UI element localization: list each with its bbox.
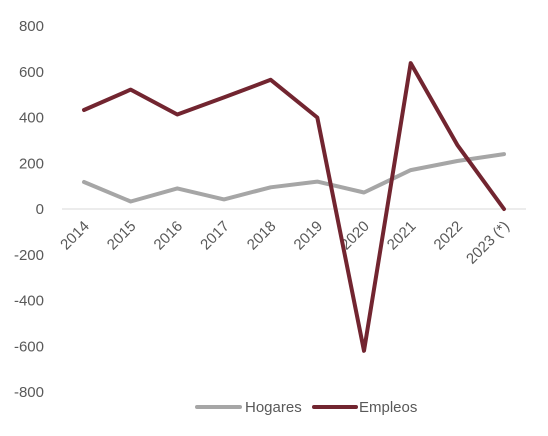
x-tick-label: 2019 <box>291 218 327 254</box>
y-tick-label: -600 <box>14 338 44 355</box>
x-tick-label: 2015 <box>104 218 140 254</box>
series-line-hogares <box>82 152 506 204</box>
x-tick-label: 2016 <box>151 218 187 254</box>
series-lines <box>82 61 506 353</box>
x-tick-label: 2023 (*) <box>463 218 513 268</box>
y-tick-label: -400 <box>14 293 44 310</box>
y-tick-label: 0 <box>36 201 44 218</box>
y-tick-label: -800 <box>14 384 44 401</box>
x-tick-label: 2018 <box>244 218 280 254</box>
y-tick-label: 800 <box>19 18 44 35</box>
legend-label-empleos: Empleos <box>359 399 417 416</box>
x-tick-label: 2021 <box>384 218 420 254</box>
legend-label-hogares: Hogares <box>245 399 302 416</box>
y-tick-label: 600 <box>19 64 44 81</box>
y-tick-label: -200 <box>14 247 44 264</box>
x-tick-label: 2022 <box>431 218 467 254</box>
series-line-empleos <box>82 61 506 353</box>
legend: Hogares Empleos <box>195 399 417 416</box>
x-tick-label: 2014 <box>57 218 93 254</box>
x-tick-label: 2017 <box>197 218 233 254</box>
y-tick-label: 200 <box>19 155 44 172</box>
y-axis-ticks: 800 600 400 200 0 -200 -400 -600 -800 <box>14 18 44 401</box>
y-tick-label: 400 <box>19 110 44 127</box>
x-axis-ticks: 2014 2015 2016 2017 2018 2019 2020 2021 20222023… <box>57 218 513 268</box>
